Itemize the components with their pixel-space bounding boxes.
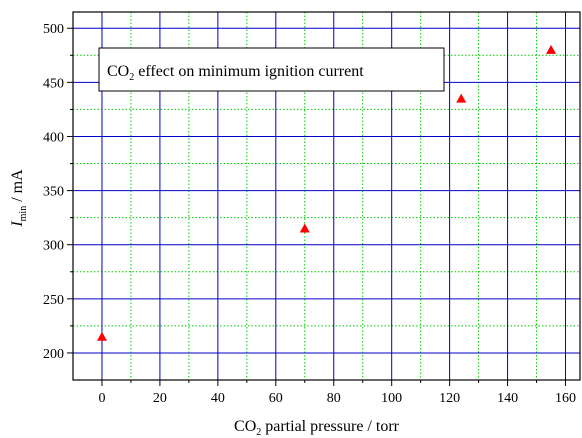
chart-title-box: CO2 effect on minimum ignition current: [98, 47, 445, 92]
data-points: [96, 44, 557, 341]
title-box: [98, 47, 445, 92]
data-point: [96, 331, 107, 341]
x-tick-label: 140: [497, 391, 518, 406]
data-point: [299, 223, 310, 233]
x-tick-label: 0: [98, 391, 105, 406]
y-tick-label: 400: [43, 130, 64, 145]
data-point: [546, 44, 557, 54]
ticks: 0 20 40 60 80 100 120 140 160 200 250 300 350 400 450 5…: [43, 22, 576, 406]
y-tick-label: 500: [43, 22, 64, 37]
x-tick-label: 80: [327, 391, 341, 406]
x-axis-title: CO2 partial pressure / torr: [234, 418, 400, 438]
x-tick-label: 120: [439, 391, 460, 406]
x-tick-label: 40: [211, 391, 225, 406]
chart-title: CO2 effect on minimum ignition current: [107, 63, 364, 83]
y-tick-label: 200: [43, 347, 64, 362]
y-tick-label: 350: [43, 185, 64, 200]
x-tick-label: 20: [153, 391, 167, 406]
data-point: [456, 93, 467, 103]
x-tick-label: 160: [555, 391, 576, 406]
y-tick-label: 300: [43, 239, 64, 254]
x-tick-label: 100: [381, 391, 402, 406]
y-tick-label: 450: [43, 76, 64, 91]
y-tick-label: 250: [43, 293, 64, 308]
axes: [72, 11, 581, 381]
plot-frame: [72, 11, 581, 381]
x-tick-label: 60: [269, 391, 283, 406]
axis-titles: CO2 partial pressure / torr Imin / mA: [9, 169, 400, 438]
y-axis-title: Imin / mA: [9, 169, 29, 228]
